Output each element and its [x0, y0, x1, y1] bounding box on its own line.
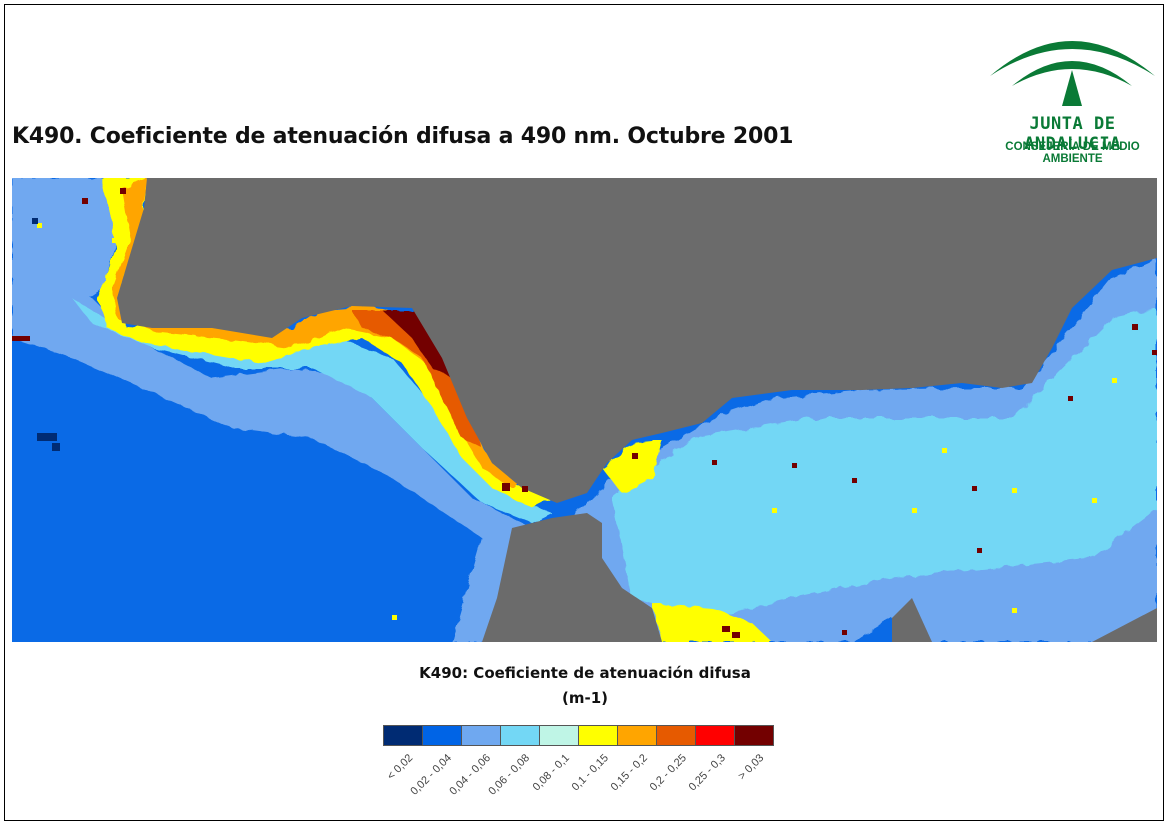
- high-value-speckles: [12, 188, 1157, 638]
- cadiz-coastal-band: [12, 268, 532, 642]
- junta-emblem-icon: [990, 41, 1155, 106]
- legend-tick-label: 0,2 - 0,25: [647, 752, 689, 794]
- iberia-land: [117, 178, 1157, 503]
- africa-land-east: [892, 598, 932, 642]
- legend-swatch: [618, 726, 657, 745]
- legend-swatch: [579, 726, 618, 745]
- figure-title: K490. Coeficiente de atenuación difusa a…: [12, 124, 794, 149]
- morocco-coastal: [652, 603, 772, 642]
- legend-swatch: [540, 726, 579, 745]
- legend-tick-labels: < 0,02 0,02 - 0,04 0,04 - 0,06 0,06 - 0,08 0…: [383, 752, 778, 822]
- guadalquivir-max: [382, 310, 452, 378]
- legend-tick-label: 0,25 - 0,3: [686, 752, 728, 794]
- low-value-speckles: [32, 218, 60, 451]
- legend-color-bar: [383, 725, 774, 746]
- medium-value-speckles: [37, 223, 1117, 620]
- legend-swatch: [501, 726, 540, 745]
- legend-tick-label: 0,02 - 0,04: [407, 752, 454, 798]
- k490-map: [12, 178, 1157, 642]
- logo-name: JUNTA DE ANDALUCIA: [1024, 114, 1121, 154]
- legend-tick-label: 0,06 - 0,08: [485, 752, 532, 798]
- africa-land-west: [482, 513, 662, 642]
- cadiz-orange-band: [112, 178, 522, 488]
- legend-tick-label: 0,1 - 0,15: [569, 752, 611, 794]
- legend-swatch: [423, 726, 462, 745]
- africa-land-far-east: [1092, 608, 1157, 642]
- alboran-inner: [612, 308, 1157, 618]
- legend-swatch: [384, 726, 423, 745]
- legend-swatch: [462, 726, 501, 745]
- legend-title: K490: Coeficiente de atenuación difusa: [419, 664, 751, 682]
- legend-tick-label: 0,04 - 0,06: [446, 752, 493, 798]
- legend-tick-label: > 0,03: [735, 752, 766, 783]
- cadiz-high-band: [97, 178, 552, 508]
- figure-frame: [4, 4, 1164, 821]
- cadiz-inner-band: [72, 298, 552, 523]
- logo-subtitle: CONSEJERÍA DE MEDIO AMBIENTE: [1005, 141, 1140, 165]
- junta-logo: JUNTA DE ANDALUCIA CONSEJERÍA DE MEDIO A…: [980, 14, 1165, 165]
- gibraltar-coastal: [602, 440, 662, 493]
- legend-unit: (m-1): [561, 689, 608, 707]
- legend-tick-label: 0,15 - 0,2: [608, 752, 650, 794]
- legend-tick-label: 0,08 - 0,1: [530, 752, 572, 794]
- legend-swatch: [735, 726, 773, 745]
- legend-swatch: [657, 726, 696, 745]
- legend-swatch: [696, 726, 735, 745]
- legend-tick-label: < 0,02: [384, 752, 415, 783]
